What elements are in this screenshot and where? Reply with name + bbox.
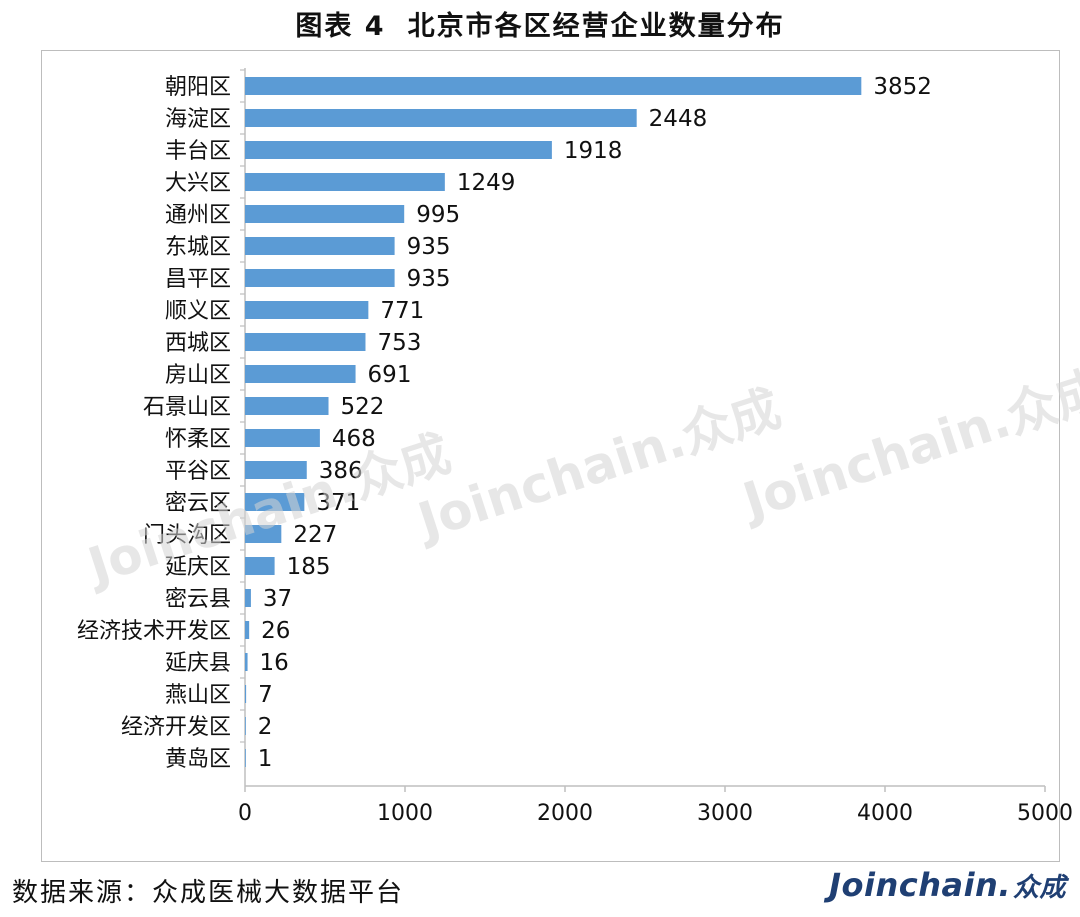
data-label: 386 bbox=[319, 458, 363, 484]
data-label: 16 bbox=[260, 650, 289, 676]
title-main: 北京市各区经营企业数量分布 bbox=[407, 11, 785, 42]
data-label: 468 bbox=[332, 426, 376, 452]
chart-frame bbox=[41, 50, 1060, 862]
bar bbox=[245, 493, 305, 511]
bar bbox=[245, 397, 329, 415]
category-label: 顺义区 bbox=[165, 299, 231, 324]
x-tick-label: 4000 bbox=[857, 801, 913, 826]
x-tick-label: 5000 bbox=[1017, 801, 1073, 826]
data-label: 2448 bbox=[649, 106, 708, 132]
data-label: 1249 bbox=[457, 170, 516, 196]
bar bbox=[245, 621, 250, 639]
bar bbox=[245, 749, 246, 767]
data-label: 3852 bbox=[873, 74, 932, 100]
data-label: 771 bbox=[380, 298, 424, 324]
category-label: 延庆区 bbox=[165, 555, 231, 580]
data-label: 995 bbox=[416, 202, 460, 228]
bar bbox=[245, 557, 275, 575]
category-label: 西城区 bbox=[165, 331, 231, 356]
bar bbox=[245, 173, 445, 191]
bar bbox=[245, 301, 369, 319]
category-label: 丰台区 bbox=[165, 139, 231, 164]
bar bbox=[245, 109, 637, 127]
bar bbox=[245, 461, 307, 479]
category-label: 密云区 bbox=[165, 491, 231, 516]
data-label: 37 bbox=[263, 586, 292, 612]
category-label: 怀柔区 bbox=[165, 427, 231, 452]
data-label: 185 bbox=[287, 554, 331, 580]
category-label: 延庆县 bbox=[165, 651, 231, 676]
x-tick-label: 1000 bbox=[377, 801, 433, 826]
data-label: 522 bbox=[341, 394, 385, 420]
category-label: 燕山区 bbox=[165, 683, 231, 708]
category-label: 平谷区 bbox=[165, 459, 231, 484]
title-prefix: 图表 4 bbox=[295, 11, 386, 42]
data-label: 2 bbox=[258, 714, 273, 740]
x-tick-label: 0 bbox=[238, 801, 252, 826]
data-label: 7 bbox=[258, 682, 273, 708]
category-label: 海淀区 bbox=[165, 107, 231, 132]
category-label: 通州区 bbox=[165, 203, 231, 228]
x-tick-label: 2000 bbox=[537, 801, 593, 826]
bar bbox=[245, 717, 246, 735]
category-label: 昌平区 bbox=[165, 267, 231, 292]
category-label: 密云县 bbox=[165, 587, 231, 612]
brand-cn: 众成 bbox=[1012, 873, 1066, 903]
data-label: 227 bbox=[293, 522, 337, 548]
bar bbox=[245, 77, 862, 95]
data-label: 691 bbox=[368, 362, 412, 388]
category-label: 石景山区 bbox=[143, 395, 231, 420]
x-tick-label: 3000 bbox=[697, 801, 753, 826]
chart-title: 图表 4 北京市各区经营企业数量分布 bbox=[0, 4, 1080, 43]
category-label: 朝阳区 bbox=[165, 75, 231, 100]
brand-dot: . bbox=[998, 866, 1011, 904]
data-label: 1918 bbox=[564, 138, 623, 164]
brand-latin: Joinchain bbox=[829, 866, 999, 904]
bar bbox=[245, 141, 552, 159]
data-label: 371 bbox=[316, 490, 360, 516]
data-label: 1 bbox=[258, 746, 273, 772]
category-label: 大兴区 bbox=[165, 171, 231, 196]
brand-logo: Joinchain.众成 bbox=[829, 866, 1066, 904]
data-label: 26 bbox=[261, 618, 290, 644]
bar bbox=[245, 365, 356, 383]
category-label: 东城区 bbox=[165, 235, 231, 260]
category-label: 经济开发区 bbox=[121, 715, 231, 740]
bar bbox=[245, 333, 366, 351]
bar bbox=[245, 589, 251, 607]
bar bbox=[245, 269, 395, 287]
category-label: 黄岛区 bbox=[165, 747, 231, 772]
category-label: 经济技术开发区 bbox=[77, 619, 231, 644]
data-label: 935 bbox=[407, 266, 451, 292]
bar bbox=[245, 429, 320, 447]
data-label: 753 bbox=[377, 330, 421, 356]
category-label: 房山区 bbox=[165, 363, 231, 388]
bar bbox=[245, 237, 395, 255]
source-note: 数据来源：众成医械大数据平台 bbox=[12, 878, 405, 908]
data-label: 935 bbox=[407, 234, 451, 260]
bar bbox=[245, 525, 282, 543]
bar bbox=[245, 653, 248, 671]
bar bbox=[245, 685, 247, 703]
category-label: 门头沟区 bbox=[143, 523, 231, 548]
bar bbox=[245, 205, 405, 223]
